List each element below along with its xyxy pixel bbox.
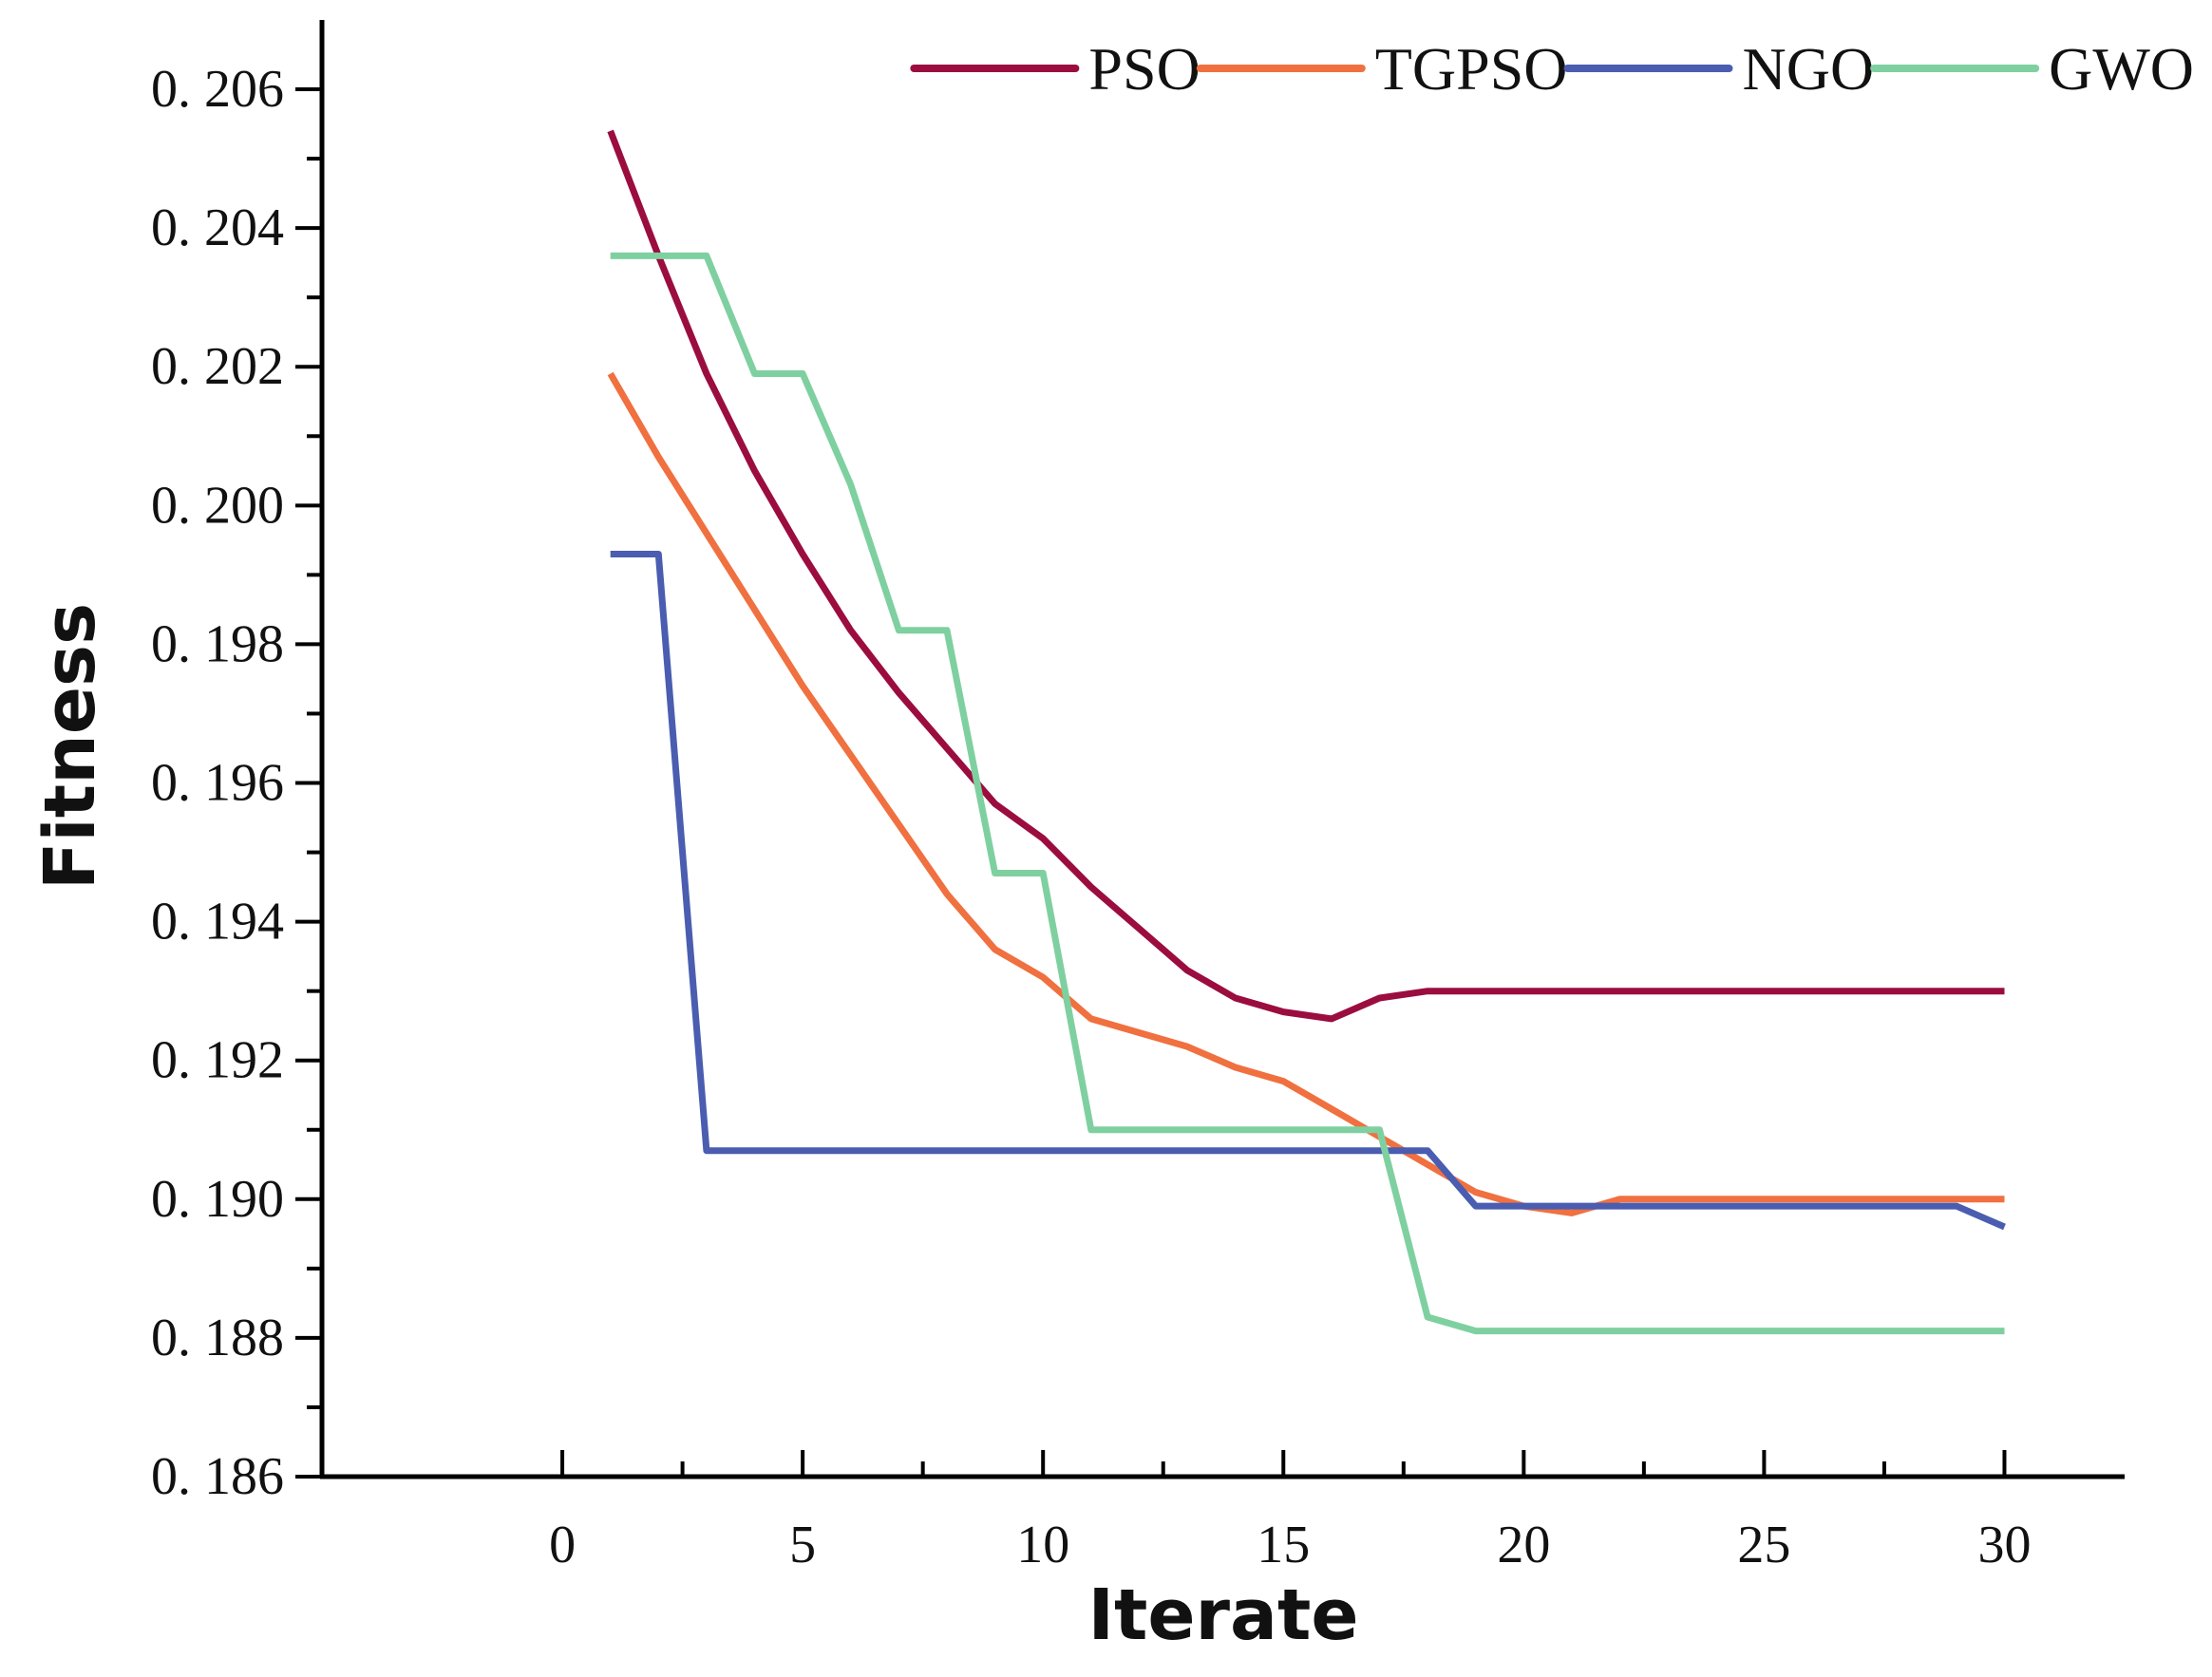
x-tick-label: 10 — [1016, 1516, 1069, 1574]
legend-label-gwo: GWO — [2049, 35, 2194, 103]
y-tick-label: 0. 202 — [151, 337, 284, 396]
x-tick-label: 5 — [789, 1516, 816, 1574]
series-line-pso — [607, 129, 2005, 1023]
legend: PSO TGPSO NGO GWO — [910, 35, 2194, 103]
series-line-tgpso — [607, 371, 2005, 1216]
y-tick-label: 0. 204 — [151, 198, 284, 257]
x-tick-label: 15 — [1257, 1516, 1310, 1574]
series-lines — [607, 129, 2006, 1335]
y-tick-label: 0. 198 — [151, 614, 284, 673]
y-tick-label: 0. 196 — [151, 754, 284, 813]
x-tick-label: 20 — [1497, 1516, 1550, 1574]
y-axis-title: Fitness — [29, 603, 111, 890]
series-line-gwo — [610, 252, 2005, 1335]
legend-label-ngo: NGO — [1743, 35, 1875, 103]
x-tick-label: 25 — [1737, 1516, 1790, 1574]
x-tick-label: 30 — [1977, 1516, 2031, 1574]
series-line-ngo — [610, 551, 2006, 1231]
y-axis-ticks: 0. 186 0. 188 0. 190 0. 192 0. 194 0. 196 0. 1… — [151, 60, 322, 1506]
y-tick-label: 0. 186 — [151, 1447, 284, 1506]
legend-label-pso: PSO — [1088, 35, 1200, 103]
y-tick-label: 0. 192 — [151, 1031, 284, 1090]
legend-label-tgpso: TGPSO — [1375, 35, 1568, 103]
y-tick-label: 0. 190 — [151, 1170, 284, 1229]
y-tick-label: 0. 200 — [151, 476, 284, 535]
y-tick-label: 0. 188 — [151, 1309, 284, 1367]
x-axis-ticks: 0 5 10 15 20 25 30 — [549, 1450, 2031, 1574]
y-tick-label: 0. 194 — [151, 893, 284, 952]
x-tick-label: 0 — [549, 1516, 576, 1574]
y-tick-label: 0. 206 — [151, 60, 284, 119]
x-axis-title: Iterate — [1087, 1574, 1358, 1656]
